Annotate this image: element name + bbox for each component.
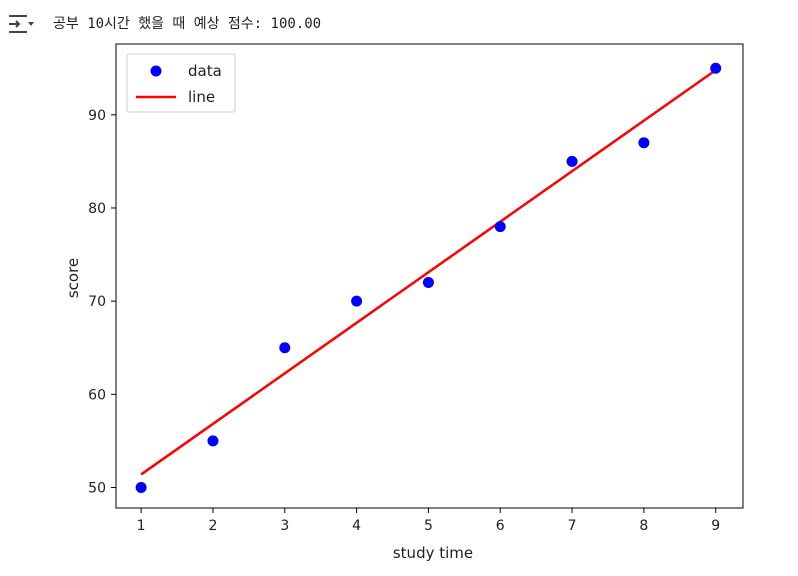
y-ticks: 50 60 70 80 90 <box>88 108 116 497</box>
data-point <box>351 295 363 307</box>
data-point <box>638 137 650 149</box>
legend-data-marker <box>150 65 162 77</box>
legend: data line <box>126 53 236 113</box>
data-point <box>207 435 219 447</box>
data-point <box>135 482 147 494</box>
x-tick-label: 3 <box>280 518 289 534</box>
y-tick-label: 90 <box>88 108 106 124</box>
data-scatter-series <box>135 62 722 494</box>
data-point <box>279 342 291 354</box>
fit-line <box>140 69 717 476</box>
legend-data-label: data <box>188 62 222 80</box>
y-tick-label: 70 <box>88 294 106 310</box>
x-tick-label: 2 <box>208 518 217 534</box>
x-tick-label: 1 <box>137 518 146 534</box>
data-point <box>494 221 506 233</box>
x-tick-label: 9 <box>711 518 720 534</box>
x-tick-label: 8 <box>639 518 648 534</box>
y-tick-label: 50 <box>88 481 106 497</box>
x-tick-label: 7 <box>568 518 577 534</box>
x-tick-label: 5 <box>424 518 433 534</box>
plot-frame <box>115 43 744 509</box>
x-axis-label: study time <box>393 544 473 562</box>
y-axis-label: score <box>64 258 82 298</box>
output-header: 공부 10시간 했을 때 예상 점수: 100.00 <box>0 0 798 40</box>
data-point <box>422 277 434 289</box>
x-ticks: 1 2 3 4 5 6 7 8 9 <box>137 508 720 534</box>
data-point <box>566 155 578 167</box>
x-tick-label: 6 <box>496 518 505 534</box>
output-text: 공부 10시간 했을 때 예상 점수: 100.00 <box>53 16 322 32</box>
legend-line-label: line <box>188 88 215 106</box>
fit-line-series <box>140 69 717 476</box>
data-point <box>710 62 722 74</box>
y-tick-label: 80 <box>88 201 106 217</box>
output-toggle-icon[interactable] <box>6 12 34 36</box>
x-tick-label: 4 <box>352 518 361 534</box>
y-tick-label: 60 <box>88 387 106 403</box>
